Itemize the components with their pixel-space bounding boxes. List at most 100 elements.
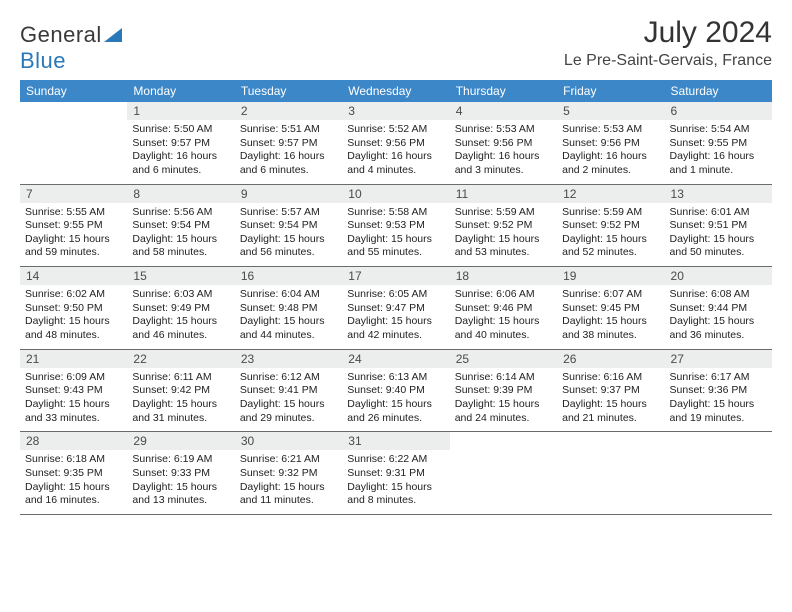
calendar-day-cell: 18Sunrise: 6:06 AMSunset: 9:46 PMDayligh…: [450, 267, 557, 350]
sunrise-text: Sunrise: 6:19 AM: [132, 453, 229, 467]
sunrise-text: Sunrise: 5:57 AM: [240, 206, 337, 220]
sunrise-text: Sunrise: 6:11 AM: [132, 371, 229, 385]
calendar-day-cell: 13Sunrise: 6:01 AMSunset: 9:51 PMDayligh…: [665, 184, 772, 267]
sunset-text: Sunset: 9:40 PM: [347, 384, 444, 398]
sunrise-text: Sunrise: 6:06 AM: [455, 288, 552, 302]
day-number: 18: [450, 267, 557, 285]
sunset-text: Sunset: 9:54 PM: [132, 219, 229, 233]
day-number: 30: [235, 432, 342, 450]
day-number: 14: [20, 267, 127, 285]
calendar-day-cell: 21Sunrise: 6:09 AMSunset: 9:43 PMDayligh…: [20, 349, 127, 432]
daylight-text: and 6 minutes.: [132, 164, 229, 178]
sunset-text: Sunset: 9:52 PM: [455, 219, 552, 233]
sunset-text: Sunset: 9:50 PM: [25, 302, 122, 316]
sunset-text: Sunset: 9:57 PM: [132, 137, 229, 151]
daylight-text: and 46 minutes.: [132, 329, 229, 343]
daylight-text: Daylight: 15 hours: [347, 481, 444, 495]
daylight-text: Daylight: 16 hours: [240, 150, 337, 164]
logo: General Blue: [20, 16, 122, 74]
day-number: 7: [20, 185, 127, 203]
calendar-day-cell: 15Sunrise: 6:03 AMSunset: 9:49 PMDayligh…: [127, 267, 234, 350]
weekday-header: Monday: [127, 80, 234, 102]
day-number: 13: [665, 185, 772, 203]
weekday-header: Wednesday: [342, 80, 449, 102]
sunset-text: Sunset: 9:53 PM: [347, 219, 444, 233]
calendar-day-cell: 20Sunrise: 6:08 AMSunset: 9:44 PMDayligh…: [665, 267, 772, 350]
sunset-text: Sunset: 9:49 PM: [132, 302, 229, 316]
daylight-text: and 38 minutes.: [562, 329, 659, 343]
daylight-text: Daylight: 16 hours: [670, 150, 767, 164]
sunset-text: Sunset: 9:45 PM: [562, 302, 659, 316]
sunrise-text: Sunrise: 5:59 AM: [562, 206, 659, 220]
sunrise-text: Sunrise: 6:02 AM: [25, 288, 122, 302]
sunrise-text: Sunrise: 6:14 AM: [455, 371, 552, 385]
day-details: Sunrise: 6:19 AMSunset: 9:33 PMDaylight:…: [127, 450, 234, 514]
sunset-text: Sunset: 9:36 PM: [670, 384, 767, 398]
calendar-week-row: 14Sunrise: 6:02 AMSunset: 9:50 PMDayligh…: [20, 267, 772, 350]
calendar-day-cell: 19Sunrise: 6:07 AMSunset: 9:45 PMDayligh…: [557, 267, 664, 350]
day-number: 2: [235, 102, 342, 120]
sunrise-text: Sunrise: 5:54 AM: [670, 123, 767, 137]
sunrise-text: Sunrise: 5:55 AM: [25, 206, 122, 220]
calendar-day-cell: 31Sunrise: 6:22 AMSunset: 9:31 PMDayligh…: [342, 432, 449, 515]
daylight-text: Daylight: 15 hours: [670, 233, 767, 247]
sunrise-text: Sunrise: 6:21 AM: [240, 453, 337, 467]
day-details: Sunrise: 5:55 AMSunset: 9:55 PMDaylight:…: [20, 203, 127, 267]
weekday-header: Sunday: [20, 80, 127, 102]
sunset-text: Sunset: 9:56 PM: [347, 137, 444, 151]
daylight-text: and 55 minutes.: [347, 246, 444, 260]
sunrise-text: Sunrise: 5:56 AM: [132, 206, 229, 220]
day-number: 3: [342, 102, 449, 120]
daylight-text: Daylight: 15 hours: [347, 398, 444, 412]
day-number: 25: [450, 350, 557, 368]
location-label: Le Pre-Saint-Gervais, France: [564, 52, 772, 70]
calendar-week-row: 1Sunrise: 5:50 AMSunset: 9:57 PMDaylight…: [20, 102, 772, 184]
day-details: Sunrise: 6:14 AMSunset: 9:39 PMDaylight:…: [450, 368, 557, 432]
sunrise-text: Sunrise: 5:58 AM: [347, 206, 444, 220]
day-details: Sunrise: 6:12 AMSunset: 9:41 PMDaylight:…: [235, 368, 342, 432]
day-details: Sunrise: 5:58 AMSunset: 9:53 PMDaylight:…: [342, 203, 449, 267]
daylight-text: Daylight: 15 hours: [132, 233, 229, 247]
daylight-text: Daylight: 15 hours: [132, 398, 229, 412]
daylight-text: Daylight: 16 hours: [455, 150, 552, 164]
day-number: 12: [557, 185, 664, 203]
sunset-text: Sunset: 9:51 PM: [670, 219, 767, 233]
day-details: Sunrise: 6:07 AMSunset: 9:45 PMDaylight:…: [557, 285, 664, 349]
daylight-text: and 42 minutes.: [347, 329, 444, 343]
daylight-text: Daylight: 15 hours: [240, 398, 337, 412]
sunrise-text: Sunrise: 5:59 AM: [455, 206, 552, 220]
calendar-day-cell: 22Sunrise: 6:11 AMSunset: 9:42 PMDayligh…: [127, 349, 234, 432]
sunset-text: Sunset: 9:39 PM: [455, 384, 552, 398]
daylight-text: and 13 minutes.: [132, 494, 229, 508]
day-number: 26: [557, 350, 664, 368]
daylight-text: and 1 minute.: [670, 164, 767, 178]
sunset-text: Sunset: 9:55 PM: [670, 137, 767, 151]
day-details: Sunrise: 5:56 AMSunset: 9:54 PMDaylight:…: [127, 203, 234, 267]
day-details: Sunrise: 6:04 AMSunset: 9:48 PMDaylight:…: [235, 285, 342, 349]
day-details: Sunrise: 6:17 AMSunset: 9:36 PMDaylight:…: [665, 368, 772, 432]
sunset-text: Sunset: 9:44 PM: [670, 302, 767, 316]
calendar-day-cell: 2Sunrise: 5:51 AMSunset: 9:57 PMDaylight…: [235, 102, 342, 184]
sunrise-text: Sunrise: 5:52 AM: [347, 123, 444, 137]
sunset-text: Sunset: 9:55 PM: [25, 219, 122, 233]
logo-text: General Blue: [20, 22, 122, 74]
day-details: Sunrise: 5:59 AMSunset: 9:52 PMDaylight:…: [557, 203, 664, 267]
daylight-text: Daylight: 15 hours: [347, 233, 444, 247]
sunrise-text: Sunrise: 6:09 AM: [25, 371, 122, 385]
day-details: Sunrise: 6:02 AMSunset: 9:50 PMDaylight:…: [20, 285, 127, 349]
day-details: Sunrise: 5:57 AMSunset: 9:54 PMDaylight:…: [235, 203, 342, 267]
daylight-text: Daylight: 15 hours: [240, 481, 337, 495]
day-details: Sunrise: 5:54 AMSunset: 9:55 PMDaylight:…: [665, 120, 772, 184]
day-number: 9: [235, 185, 342, 203]
day-details: Sunrise: 6:16 AMSunset: 9:37 PMDaylight:…: [557, 368, 664, 432]
day-number: 11: [450, 185, 557, 203]
day-details: Sunrise: 5:52 AMSunset: 9:56 PMDaylight:…: [342, 120, 449, 184]
daylight-text: Daylight: 16 hours: [347, 150, 444, 164]
day-number: 16: [235, 267, 342, 285]
sunset-text: Sunset: 9:41 PM: [240, 384, 337, 398]
daylight-text: Daylight: 15 hours: [455, 398, 552, 412]
calendar-day-cell: [557, 432, 664, 515]
daylight-text: and 6 minutes.: [240, 164, 337, 178]
calendar-day-cell: 23Sunrise: 6:12 AMSunset: 9:41 PMDayligh…: [235, 349, 342, 432]
sunset-text: Sunset: 9:46 PM: [455, 302, 552, 316]
